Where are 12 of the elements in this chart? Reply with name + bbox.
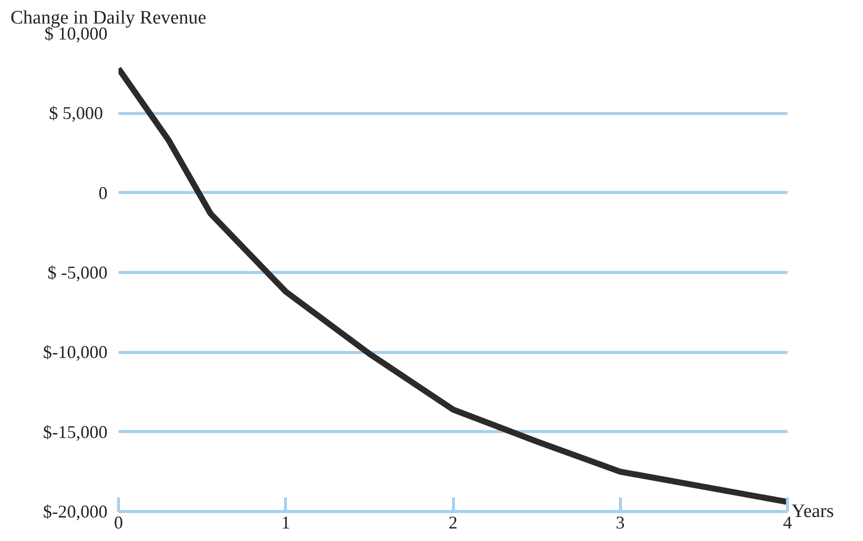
x-tick-label: 1 [281,512,290,532]
y-tick-label: $-20,000 [43,502,108,522]
y-tick-label: 0 [98,182,108,203]
y-tick-label: $ 5,000 [49,103,103,124]
y-tick-label: $-10,000 [43,342,108,362]
x-tick-label: 0 [114,512,123,532]
x-axis-title: Years [792,501,834,522]
x-tick-label: 2 [448,512,458,532]
y-tick-label: $ -5,000 [48,262,108,282]
x-tick-label: 4 [783,512,792,532]
y-tick-label: $-15,000 [43,422,108,442]
x-tick-label: 3 [616,512,625,532]
